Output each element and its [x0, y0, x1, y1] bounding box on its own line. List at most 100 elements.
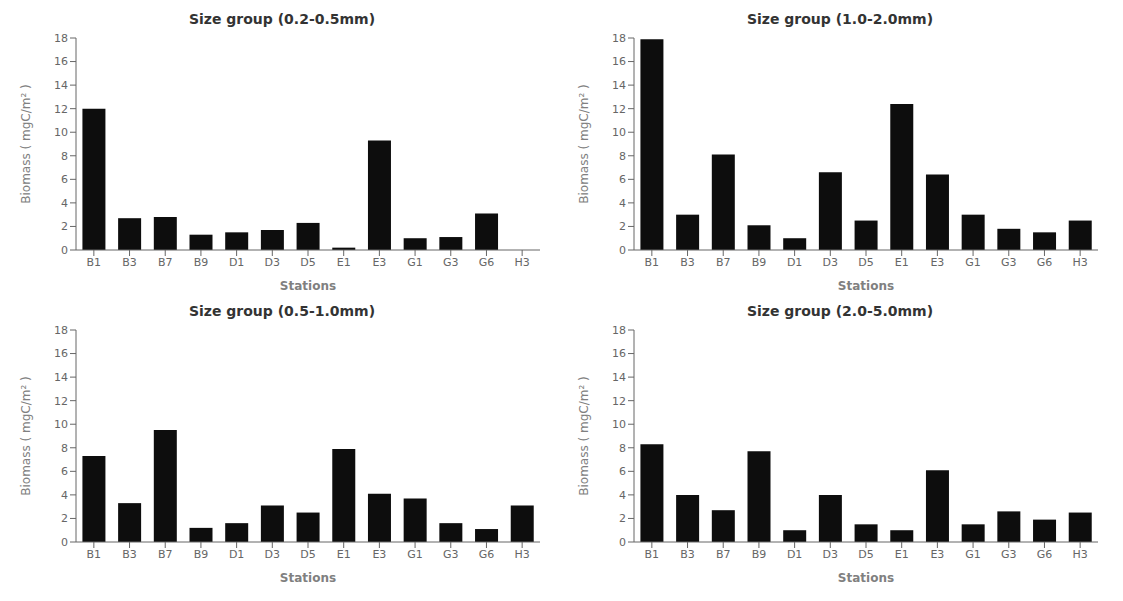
svg-text:10: 10 [612, 418, 626, 431]
svg-text:E1: E1 [895, 256, 909, 269]
svg-text:6: 6 [619, 465, 626, 478]
svg-text:B7: B7 [716, 256, 731, 269]
svg-text:H3: H3 [1073, 256, 1088, 269]
svg-text:G1: G1 [407, 548, 423, 561]
svg-text:10: 10 [612, 126, 626, 139]
svg-text:8: 8 [61, 442, 68, 455]
svg-text:G1: G1 [965, 548, 981, 561]
svg-text:B9: B9 [752, 256, 767, 269]
svg-text:H3: H3 [515, 548, 530, 561]
svg-text:B7: B7 [158, 256, 173, 269]
svg-text:2: 2 [619, 220, 626, 233]
svg-text:B1: B1 [87, 256, 102, 269]
svg-text:D1: D1 [787, 548, 802, 561]
svg-text:B3: B3 [122, 256, 137, 269]
svg-text:Stations: Stations [838, 571, 894, 585]
svg-text:2: 2 [61, 220, 68, 233]
svg-text:0: 0 [619, 536, 626, 549]
svg-text:6: 6 [61, 465, 68, 478]
svg-text:Biomass ( mgC/m² ): Biomass ( mgC/m² ) [577, 376, 591, 496]
svg-text:2: 2 [619, 512, 626, 525]
svg-text:G3: G3 [1001, 256, 1017, 269]
svg-text:8: 8 [61, 150, 68, 163]
svg-text:D1: D1 [229, 548, 244, 561]
svg-text:D3: D3 [265, 256, 280, 269]
svg-text:18: 18 [54, 32, 68, 45]
svg-text:4: 4 [619, 489, 626, 502]
svg-text:12: 12 [54, 395, 68, 408]
svg-text:Stations: Stations [280, 279, 336, 293]
svg-text:14: 14 [54, 79, 68, 92]
svg-text:8: 8 [619, 150, 626, 163]
svg-text:14: 14 [612, 79, 626, 92]
svg-text:16: 16 [54, 347, 68, 360]
svg-text:E3: E3 [372, 256, 386, 269]
svg-text:12: 12 [612, 395, 626, 408]
svg-text:Stations: Stations [838, 279, 894, 293]
svg-text:B3: B3 [122, 548, 137, 561]
svg-text:6: 6 [61, 173, 68, 186]
svg-text:G6: G6 [1037, 548, 1053, 561]
svg-text:10: 10 [54, 126, 68, 139]
svg-text:12: 12 [612, 103, 626, 116]
svg-text:18: 18 [612, 32, 626, 45]
svg-text:0: 0 [61, 536, 68, 549]
svg-text:B9: B9 [194, 548, 209, 561]
svg-text:E1: E1 [337, 548, 351, 561]
svg-text:D5: D5 [858, 256, 873, 269]
svg-text:D5: D5 [300, 548, 315, 561]
svg-text:8: 8 [619, 442, 626, 455]
svg-text:B9: B9 [752, 548, 767, 561]
svg-text:D5: D5 [300, 256, 315, 269]
svg-text:B1: B1 [645, 256, 660, 269]
svg-text:H3: H3 [1073, 548, 1088, 561]
svg-text:16: 16 [612, 55, 626, 68]
svg-text:E1: E1 [895, 548, 909, 561]
svg-text:6: 6 [619, 173, 626, 186]
svg-text:D3: D3 [823, 256, 838, 269]
svg-text:16: 16 [54, 55, 68, 68]
svg-text:18: 18 [612, 324, 626, 337]
svg-text:B7: B7 [716, 548, 731, 561]
svg-text:E3: E3 [930, 548, 944, 561]
svg-text:G6: G6 [1037, 256, 1053, 269]
svg-text:D1: D1 [787, 256, 802, 269]
svg-text:Biomass ( mgC/m² ): Biomass ( mgC/m² ) [19, 84, 33, 204]
svg-text:D1: D1 [229, 256, 244, 269]
svg-text:B9: B9 [194, 256, 209, 269]
svg-text:14: 14 [612, 371, 626, 384]
svg-text:H3: H3 [515, 256, 530, 269]
svg-text:12: 12 [54, 103, 68, 116]
svg-text:E1: E1 [337, 256, 351, 269]
svg-text:B1: B1 [645, 548, 660, 561]
svg-text:E3: E3 [930, 256, 944, 269]
svg-text:G1: G1 [965, 256, 981, 269]
svg-text:4: 4 [61, 197, 68, 210]
svg-text:G6: G6 [479, 256, 495, 269]
svg-text:16: 16 [612, 347, 626, 360]
svg-text:0: 0 [619, 244, 626, 257]
svg-text:18: 18 [54, 324, 68, 337]
svg-text:Stations: Stations [280, 571, 336, 585]
svg-text:4: 4 [619, 197, 626, 210]
svg-text:D3: D3 [265, 548, 280, 561]
svg-text:D5: D5 [858, 548, 873, 561]
svg-text:4: 4 [61, 489, 68, 502]
svg-text:B3: B3 [680, 256, 695, 269]
svg-text:E3: E3 [372, 548, 386, 561]
svg-text:G3: G3 [443, 548, 459, 561]
svg-text:B3: B3 [680, 548, 695, 561]
svg-text:G3: G3 [1001, 548, 1017, 561]
svg-text:2: 2 [61, 512, 68, 525]
svg-text:G1: G1 [407, 256, 423, 269]
svg-text:14: 14 [54, 371, 68, 384]
svg-text:D3: D3 [823, 548, 838, 561]
svg-text:B1: B1 [87, 548, 102, 561]
svg-text:Biomass ( mgC/m² ): Biomass ( mgC/m² ) [19, 376, 33, 496]
svg-text:0: 0 [61, 244, 68, 257]
svg-text:10: 10 [54, 418, 68, 431]
svg-text:Biomass ( mgC/m² ): Biomass ( mgC/m² ) [577, 84, 591, 204]
svg-text:G3: G3 [443, 256, 459, 269]
svg-text:G6: G6 [479, 548, 495, 561]
svg-text:B7: B7 [158, 548, 173, 561]
